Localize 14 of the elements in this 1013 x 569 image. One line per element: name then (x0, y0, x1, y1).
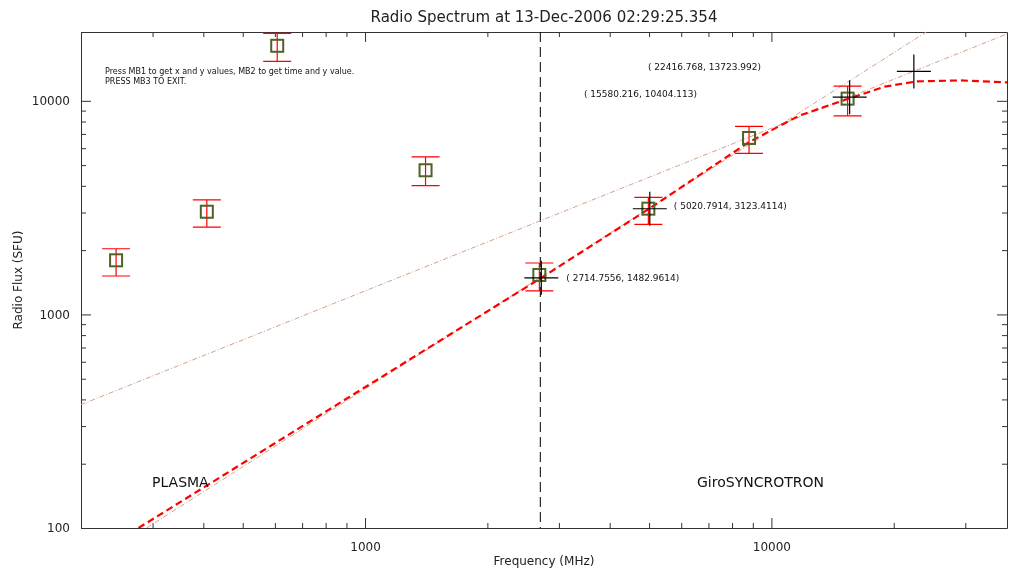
annotation: ( 5020.7914, 3123.4114) (673, 200, 787, 211)
annotation: ( 2714.7556, 1482.9614) (566, 272, 680, 283)
annotation: PRESS MB3 TO EXIT. (105, 77, 187, 86)
annotation: ( 22416.768, 13723.992) (648, 62, 761, 72)
y-axis-title: Radio Flux (SFU) (11, 230, 25, 330)
y-tick-label: 100 (47, 521, 70, 536)
annotation: PLASMA (152, 474, 210, 490)
annotation: GiroSYNCROTRON (697, 474, 824, 490)
chart-title: Radio Spectrum at 13-Dec-2006 02:29:25.354 (370, 8, 718, 26)
annotation: ( 15580.216, 10404.113) (584, 89, 697, 99)
y-tick-label: 1000 (39, 307, 70, 322)
annotation: Press MB1 to get x and y values, MB2 to get time and y value. (105, 67, 355, 76)
x-axis-title: Frequency (MHz) (493, 554, 595, 568)
y-tick-label: 10000 (31, 94, 70, 109)
